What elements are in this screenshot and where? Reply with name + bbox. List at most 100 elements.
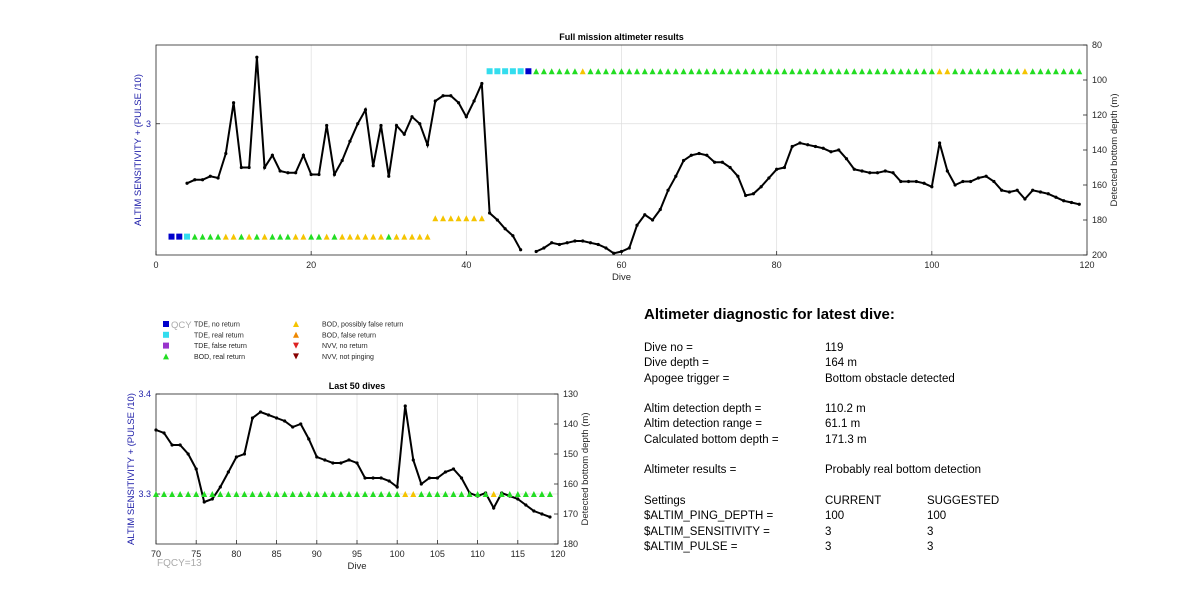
marker-bod_false_poss — [936, 68, 943, 75]
last-50-dives-chart: 70 75 80 85 90 95 100 105 110 115 120 3.3 3.4 130 140 1… — [126, 381, 591, 572]
marker-bod_real — [385, 233, 392, 240]
ping-depth-suggested: 100 — [927, 510, 947, 523]
bottom-depth-point — [263, 165, 267, 170]
y2-tick-label: 80 — [1092, 40, 1102, 50]
marker-bod_real — [273, 491, 280, 497]
y-tick-label: 3.4 — [138, 389, 151, 399]
bottom-depth-point — [953, 183, 957, 187]
marker-bod_false_poss — [354, 233, 361, 240]
diagnostic-title: Altimeter diagnostic for latest dive: — [644, 306, 895, 323]
marker-bod_real — [975, 68, 982, 75]
marker-bod_real — [1014, 68, 1021, 75]
bottom-depth-point — [1062, 199, 1066, 203]
marker-bod_false_poss — [246, 233, 253, 240]
bottom-depth-point — [689, 153, 693, 157]
fqcy-overlay-text: FQCY=13 — [157, 558, 202, 569]
dive-no-value: 119 — [825, 342, 844, 354]
bottom-depth-point — [837, 148, 841, 152]
bottom-depth-point — [170, 443, 174, 447]
y2-tick-label: 150 — [563, 449, 578, 459]
bottom-depth-point — [216, 176, 220, 180]
bottom-depth-point — [231, 101, 236, 105]
marker-bod_real — [249, 491, 256, 497]
marker-bod_false_poss — [339, 233, 346, 240]
marker-bod_real — [241, 491, 248, 497]
pulse-suggested: 3 — [927, 540, 934, 553]
bottom-depth-point — [266, 413, 271, 417]
bottom-depth-point — [186, 452, 190, 456]
bottom-depth-point — [969, 179, 973, 184]
marker-bod_real — [703, 68, 710, 75]
marker-bod_real — [804, 68, 811, 75]
bottom-depth-point — [247, 165, 251, 170]
marker-bod_real — [618, 68, 625, 75]
marker-bod_real — [564, 68, 571, 75]
chart-title: Last 50 dives — [329, 381, 386, 391]
marker-bod_real — [827, 68, 834, 75]
marker-bod_real — [859, 68, 866, 75]
marker-bod_real — [905, 68, 912, 75]
bottom-depth-point — [775, 167, 779, 171]
marker-bod_false_poss — [393, 233, 400, 240]
marker-bod_real — [177, 491, 184, 497]
marker-bod_false_poss — [362, 233, 369, 240]
marker-bod_real — [253, 233, 260, 240]
bottom-depth-point — [162, 431, 166, 435]
marker-bod_real — [773, 68, 780, 75]
bottom-depth-point — [945, 169, 949, 173]
bottom-depth-point — [433, 99, 437, 103]
apogee-label: Apogee trigger = — [644, 372, 730, 385]
bottom-depth-point — [379, 476, 383, 480]
marker-bod_real — [789, 68, 796, 75]
full-mission-chart: 0 20 40 60 80 100 120 3 80 100 120 140 160 180 200 Full… — [133, 32, 1120, 283]
marker-bod_real — [199, 233, 206, 240]
suggested-header: SUGGESTED — [927, 494, 1000, 507]
marker-bod_real — [394, 491, 401, 497]
bottom-depth-point — [435, 476, 439, 480]
bottom-depth-point — [309, 172, 313, 177]
bottom-depth-point — [511, 234, 515, 238]
y-axis-label: ALTIM SENSITIVITY + (PULSE /10) — [126, 393, 137, 545]
bottom-depth-point — [403, 404, 407, 408]
marker-bod_false_poss — [1021, 68, 1028, 75]
bottom-depth-point — [202, 500, 206, 504]
bottom-depth-point — [759, 185, 763, 189]
bottom-depth-point — [250, 416, 255, 420]
ping-depth-current: 100 — [825, 510, 845, 523]
bottom-depth-point — [210, 497, 214, 501]
marker-bod_real — [201, 491, 208, 497]
marker-bod_false_poss — [410, 491, 417, 497]
bottom-depth-point — [348, 139, 352, 143]
marker-bod_real — [897, 68, 904, 75]
marker-bod_real — [626, 68, 633, 75]
bottom-depth-point — [550, 241, 554, 245]
marker-tde_real — [494, 68, 501, 75]
bottom-depth-point — [418, 122, 422, 126]
marker-bod_real — [315, 233, 322, 240]
marker-bod_false_poss — [440, 215, 447, 222]
bottom-depth-point — [658, 207, 662, 212]
marker-bod_false_poss — [323, 233, 330, 240]
y2-tick-label: 160 — [1092, 180, 1107, 190]
bottom-depth-point — [596, 242, 600, 247]
marker-bod_real — [474, 491, 481, 497]
bottom-depth-point — [666, 188, 670, 192]
bottom-depth-point — [239, 165, 243, 170]
calculated-bottom-value: 171.3 m — [825, 433, 867, 446]
bottom-depth-point — [419, 482, 423, 486]
marker-bod_real — [185, 491, 192, 497]
bottom-depth-point — [868, 171, 872, 175]
bottom-depth-point — [208, 174, 212, 178]
sensitivity-suggested: 3 — [927, 525, 934, 538]
bottom-depth-point — [806, 143, 810, 147]
bottom-depth-point — [635, 223, 639, 227]
x-tick-label: 120 — [550, 549, 565, 559]
marker-bod_real — [820, 68, 827, 75]
bottom-depth-point — [291, 425, 295, 429]
marker-bod_real — [269, 233, 276, 240]
marker-nvv_not_pinging — [293, 353, 299, 360]
marker-tde_false — [163, 342, 169, 349]
marker-bod_real — [265, 491, 272, 497]
marker-bod_real — [1006, 68, 1013, 75]
